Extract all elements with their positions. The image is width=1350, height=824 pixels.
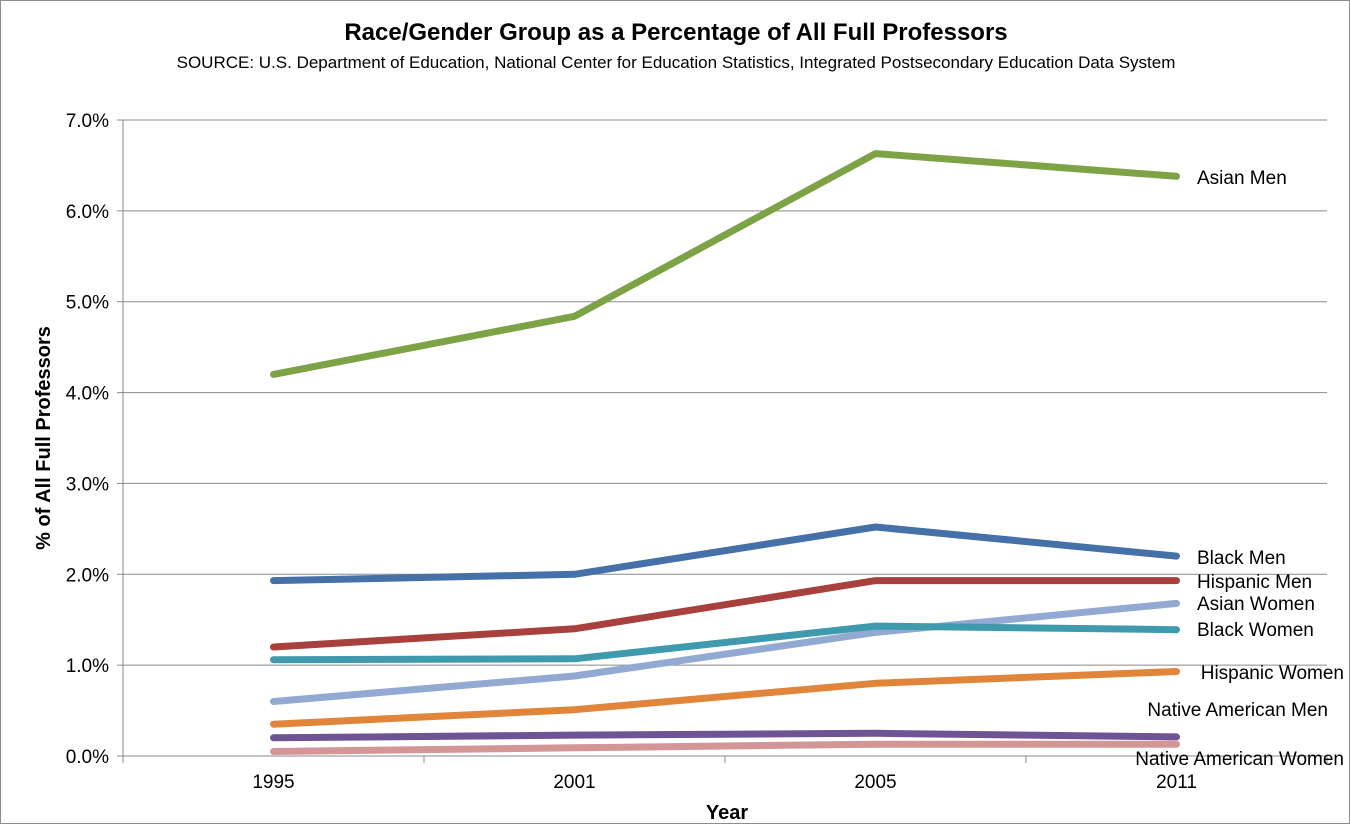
series-label-black-women: Black Women xyxy=(1197,620,1314,641)
series-line-asian-women xyxy=(270,599,1180,705)
series-label-native-american-women: Native American Women xyxy=(1135,749,1344,770)
series-label-hispanic-women: Hispanic Women xyxy=(1201,663,1344,684)
y-tick-label: 6.0% xyxy=(66,202,109,223)
y-tick-label: 0.0% xyxy=(66,747,109,768)
axes: 0.0% 1.0% 2.0% 3.0% 4.0% 5.0% 6.0% 7.0% 1995 2001… xyxy=(66,111,1328,793)
y-tick-label: 5.0% xyxy=(66,293,109,314)
series-line-native-american-men xyxy=(270,729,1180,742)
y-tick-label: 1.0% xyxy=(66,656,109,677)
x-axis-title: Year xyxy=(706,802,748,823)
series-lines xyxy=(270,150,1180,755)
series-line-black-men xyxy=(270,523,1180,585)
series-line-native-american-women xyxy=(270,740,1180,755)
series-label-black-men: Black Men xyxy=(1197,548,1286,569)
series-line-asian-men xyxy=(270,150,1180,378)
series-label-asian-women: Asian Women xyxy=(1197,594,1315,615)
chart-subtitle: SOURCE: U.S. Department of Education, Na… xyxy=(176,53,1176,72)
series-line-black-women xyxy=(270,622,1180,664)
x-tick-label: 2011 xyxy=(1156,772,1197,793)
y-tick-label: 7.0% xyxy=(66,111,109,132)
series-label-asian-men: Asian Men xyxy=(1197,168,1287,189)
y-tick-label: 2.0% xyxy=(66,565,109,586)
x-tick-label: 2005 xyxy=(854,772,896,793)
series-label-hispanic-men: Hispanic Men xyxy=(1197,572,1312,593)
series-label-native-american-men: Native American Men xyxy=(1147,700,1328,721)
x-tick-label: 1995 xyxy=(252,772,294,793)
y-tick-label: 4.0% xyxy=(66,384,109,405)
chart-title: Race/Gender Group as a Percentage of All… xyxy=(344,19,1008,46)
x-tick-label: 2001 xyxy=(553,772,595,793)
y-tick-label: 3.0% xyxy=(66,474,109,495)
series-line-hispanic-men xyxy=(270,577,1180,651)
y-axis-title: % of All Full Professors xyxy=(33,326,55,550)
series-line-hispanic-women xyxy=(270,668,1180,728)
